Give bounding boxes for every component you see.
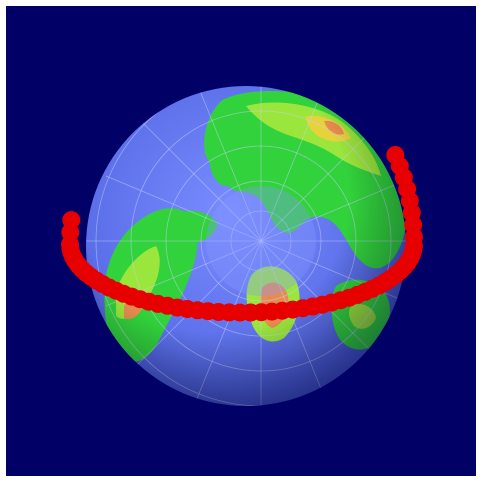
- image-frame: [6, 6, 476, 476]
- globe-shading: [86, 86, 406, 406]
- globe: [86, 86, 406, 406]
- orbit-track: [61, 146, 423, 322]
- orbit-bead: [386, 146, 405, 164]
- scene-canvas: [6, 6, 476, 476]
